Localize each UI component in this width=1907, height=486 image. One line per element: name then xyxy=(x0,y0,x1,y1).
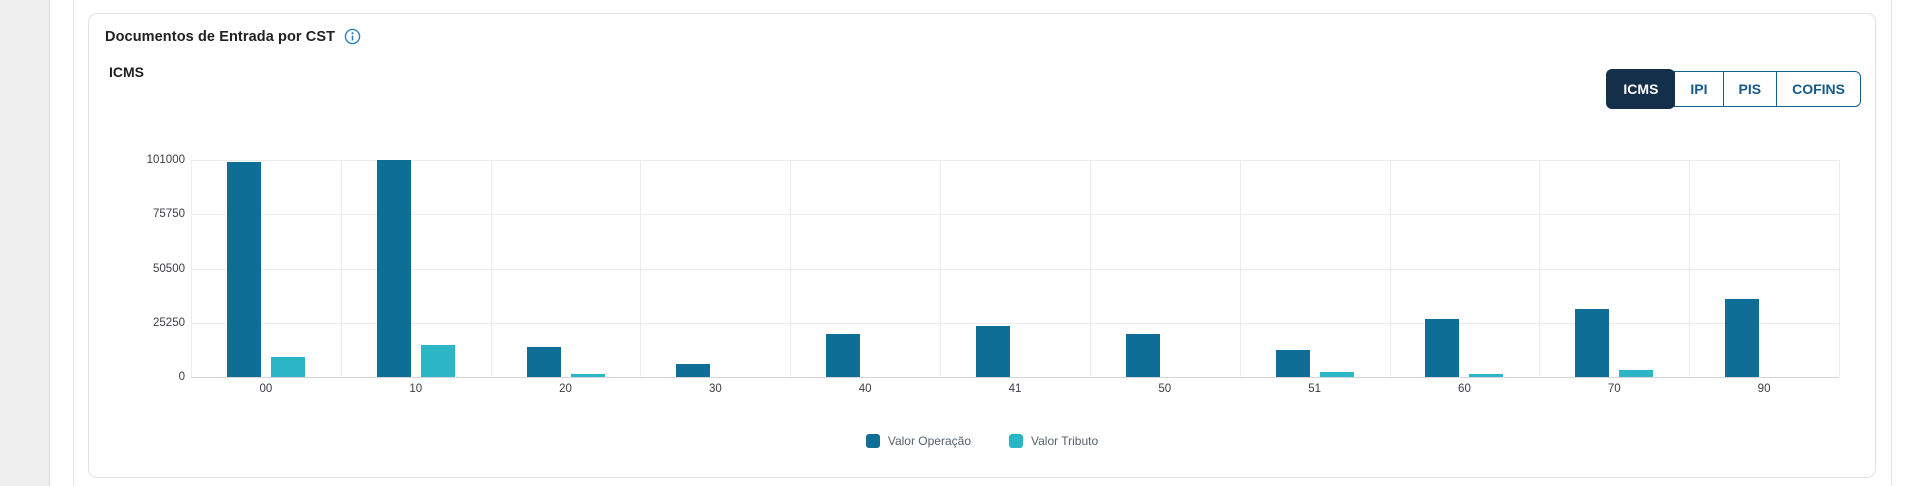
bar-valor-operacao-cst-60[interactable] xyxy=(1425,319,1460,377)
x-axis-tick-label: 41 xyxy=(1008,383,1022,395)
gridline-vertical xyxy=(1689,160,1691,377)
bar-valor-tributo-cst-10[interactable] xyxy=(420,344,455,377)
gridline-horizontal xyxy=(191,214,1839,216)
bar-valor-tributo-cst-51[interactable] xyxy=(1319,372,1354,377)
legend-label-valor-operacao: Valor Operação xyxy=(887,434,971,448)
tab-pis[interactable]: PIS xyxy=(1722,72,1777,106)
x-axis-tick-label: 40 xyxy=(858,383,872,395)
bar-group-cst-60 xyxy=(1425,160,1504,377)
plot-area xyxy=(191,160,1840,378)
x-axis-tick-label: 51 xyxy=(1308,383,1322,395)
gridline-vertical xyxy=(1239,160,1241,377)
bar-valor-tributo-cst-20[interactable] xyxy=(570,374,605,377)
bar-valor-operacao-cst-00[interactable] xyxy=(226,162,261,377)
legend-swatch-valor-tributo xyxy=(1009,434,1023,448)
gridline-horizontal xyxy=(191,268,1839,270)
bar-valor-operacao-cst-10[interactable] xyxy=(376,160,411,377)
info-circle-icon[interactable] xyxy=(344,28,361,45)
sidebar-rail xyxy=(0,0,50,486)
bar-valor-tributo-cst-00[interactable] xyxy=(270,357,305,377)
bar-valor-tributo-cst-60[interactable] xyxy=(1469,374,1504,377)
bar-group-cst-50 xyxy=(1125,160,1204,377)
gridline-vertical xyxy=(1539,160,1541,377)
card-title: Documentos de Entrada por CST xyxy=(105,28,336,45)
bar-valor-tributo-cst-70[interactable] xyxy=(1619,370,1654,377)
gridline-horizontal xyxy=(191,322,1839,324)
legend-item-valor-tributo[interactable]: Valor Tributo xyxy=(1009,434,1098,448)
bar-group-cst-00 xyxy=(226,160,305,377)
gridline-vertical xyxy=(340,160,342,377)
x-axis-tick-label: 20 xyxy=(559,383,572,395)
bar-group-cst-40 xyxy=(826,160,904,377)
legend-label-valor-tributo: Valor Tributo xyxy=(1031,434,1099,448)
gridline-vertical xyxy=(1389,160,1391,377)
y-axis-tick-label: 0 xyxy=(178,371,185,383)
gridline-vertical xyxy=(191,160,192,377)
bar-group-cst-20 xyxy=(526,160,605,377)
gridline-vertical xyxy=(940,160,942,377)
documents-by-cst-card: Documentos de Entrada por CST ICMS ICMS I… xyxy=(88,13,1876,478)
bar-valor-operacao-cst-51[interactable] xyxy=(1275,350,1310,377)
bar-group-cst-51 xyxy=(1275,160,1354,377)
bar-valor-operacao-cst-40[interactable] xyxy=(826,334,861,377)
content-panel: Documentos de Entrada por CST ICMS ICMS I… xyxy=(73,0,1892,486)
legend-item-valor-operacao[interactable]: Valor Operação xyxy=(865,434,971,448)
chart-subtitle-tax-type: ICMS xyxy=(109,64,144,80)
chart-legend: Valor Operação Valor Tributo xyxy=(89,434,1875,448)
bar-valor-operacao-cst-50[interactable] xyxy=(1125,334,1160,377)
bar-group-cst-90 xyxy=(1725,160,1803,377)
tab-group-tax-selector: ICMS IPI PIS COFINS xyxy=(1606,69,1861,109)
x-axis-tick-label: 10 xyxy=(409,383,423,395)
x-axis-tick-label: 50 xyxy=(1158,383,1172,395)
x-axis-tick-label: 70 xyxy=(1607,383,1621,395)
bar-valor-operacao-cst-41[interactable] xyxy=(976,325,1010,377)
gridline-vertical xyxy=(1089,160,1091,377)
legend-swatch-valor-operacao xyxy=(865,434,880,448)
gridline-vertical xyxy=(640,160,642,377)
x-axis-tick-label: 30 xyxy=(708,383,722,395)
bar-group-cst-41 xyxy=(976,160,1054,377)
bar-group-cst-70 xyxy=(1575,160,1654,377)
bar-valor-operacao-cst-70[interactable] xyxy=(1575,309,1610,377)
tab-icms[interactable]: ICMS xyxy=(1606,69,1676,109)
gridline-vertical xyxy=(490,160,492,377)
gridline-vertical xyxy=(790,160,792,377)
bar-group-cst-30 xyxy=(676,160,754,377)
x-axis-tick-label: 00 xyxy=(259,383,273,395)
y-axis-tick-label: 25250 xyxy=(153,316,185,329)
y-axis-tick-label: 101000 xyxy=(146,154,185,166)
x-axis-tick-label: 60 xyxy=(1458,383,1471,395)
gridline-horizontal xyxy=(191,160,1839,161)
gridline-horizontal xyxy=(191,377,1839,378)
tab-ipi[interactable]: IPI xyxy=(1674,72,1722,106)
tab-cofins[interactable]: COFINS xyxy=(1776,72,1860,106)
bar-group-cst-10 xyxy=(376,160,455,377)
x-axis-tick-label: 90 xyxy=(1757,383,1771,395)
y-axis: 0 25250 50500 75750 101000 xyxy=(89,154,185,383)
card-header: Documentos de Entrada por CST xyxy=(105,28,361,45)
y-axis-tick-label: 50500 xyxy=(153,262,185,275)
bar-valor-operacao-cst-30[interactable] xyxy=(676,364,711,377)
bar-valor-operacao-cst-90[interactable] xyxy=(1725,299,1760,377)
x-axis: 00 10 20 30 40 41 50 51 60 70 90 xyxy=(191,383,1839,399)
gridline-vertical xyxy=(1839,160,1840,377)
bar-valor-operacao-cst-20[interactable] xyxy=(526,346,561,377)
y-axis-tick-label: 75750 xyxy=(153,208,185,221)
